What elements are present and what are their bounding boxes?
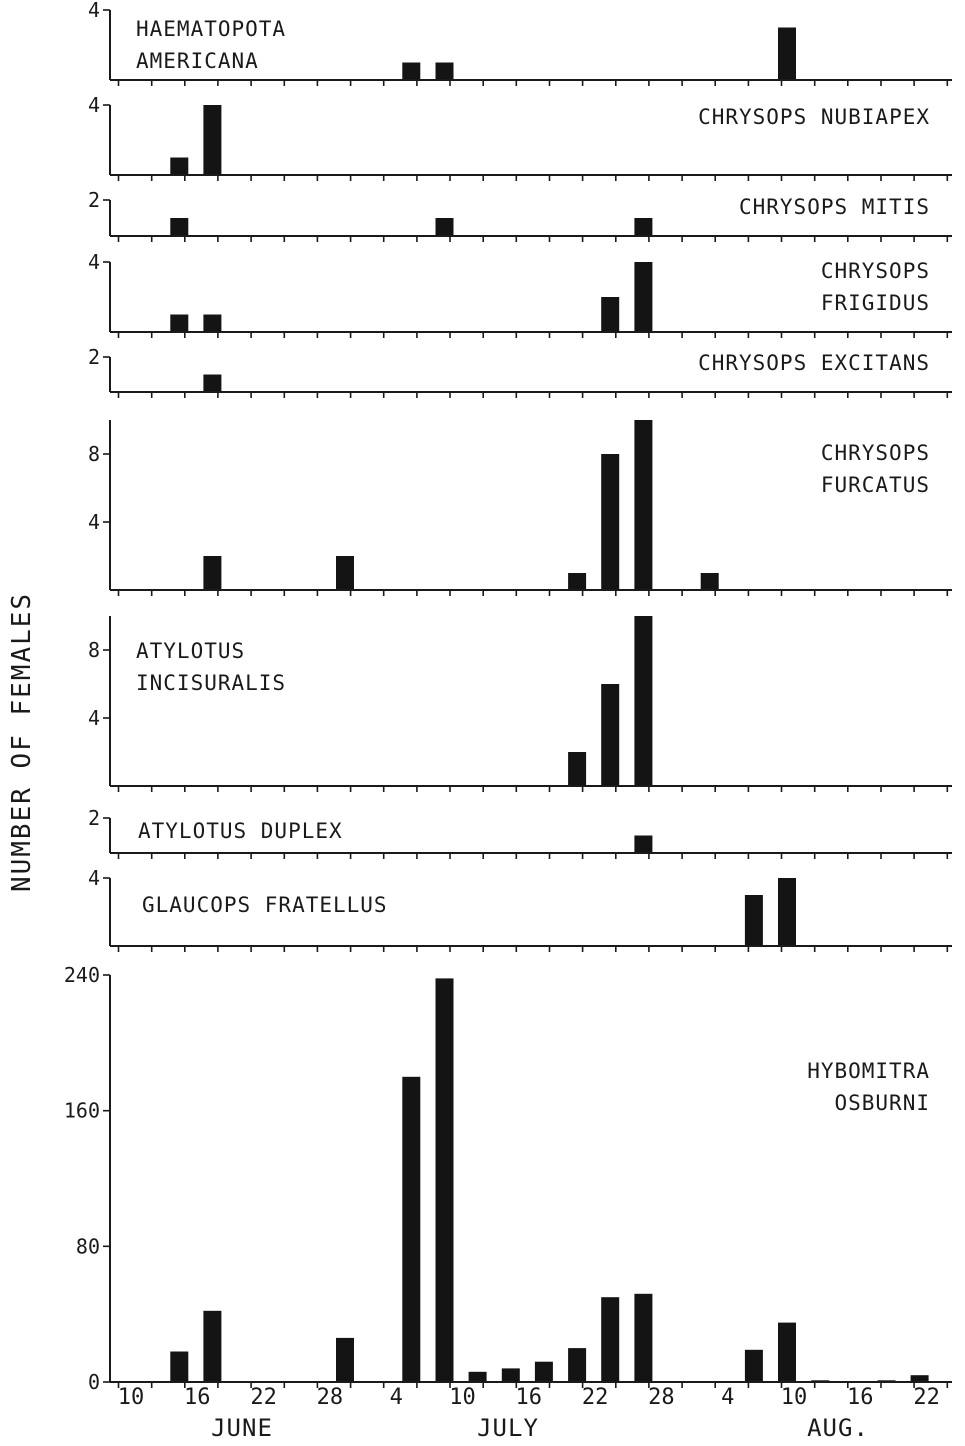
bar-10-1	[170, 1351, 189, 1382]
bar-10-6	[468, 1371, 487, 1382]
x-tick-label: 16	[516, 1385, 543, 1410]
species-label-line: GLAUCOPS FRATELLUS	[142, 893, 388, 917]
panel-2: 4 CHRYSOPS NUBIAPEX	[88, 93, 952, 181]
month-label-july: JULY	[477, 1414, 539, 1442]
bar-7-1	[568, 752, 587, 786]
panel-5: 2 CHRYSOPS EXCITANS	[88, 345, 952, 398]
bar-6-1	[203, 556, 222, 590]
y-tick-label: 4	[88, 866, 100, 890]
species-label-line: HYBOMITRA	[807, 1059, 930, 1083]
bar-4-2	[203, 314, 222, 332]
y-tick-label: 240	[64, 963, 100, 987]
y-tick-label: 4	[88, 0, 100, 22]
y-tick-label: 4	[88, 510, 100, 534]
panel-3: 2 CHRYSOPS MITIS	[88, 188, 952, 242]
bar-4-1	[170, 314, 189, 332]
species-label-line: INCISURALIS	[136, 671, 286, 695]
y-tick-label: 80	[76, 1234, 100, 1258]
bar-7-3	[634, 616, 653, 786]
bar-10-8	[534, 1361, 553, 1382]
bar-6-3	[568, 573, 587, 590]
species-label-line: CHRYSOPS MITIS	[739, 195, 930, 219]
bar-6-4	[601, 454, 620, 590]
bar-3-2	[435, 218, 454, 236]
bar-10-5	[435, 978, 454, 1382]
y-tick-label: 2	[88, 188, 100, 212]
x-tick-labels: 10 16 22 28 4 10 16 22 28 4 10 16 22	[118, 1385, 940, 1410]
species-label-line: OSBURNI	[834, 1091, 930, 1115]
x-tick-label: 4	[390, 1385, 403, 1410]
month-label-aug: AUG.	[807, 1414, 869, 1442]
x-tick-label: 22	[250, 1385, 277, 1410]
bar-4-4	[634, 262, 653, 332]
y-tick-label: 0	[88, 1370, 100, 1394]
month-label-june: JUNE	[211, 1414, 273, 1442]
bar-10-3	[336, 1337, 354, 1382]
species-label-line: ATYLOTUS	[136, 639, 245, 663]
panel-4: 4 CHRYSOPS FRIGIDUS	[88, 250, 952, 338]
x-tick-label: 22	[913, 1385, 940, 1410]
bar-10-9	[568, 1348, 587, 1382]
species-label-line: CHRYSOPS EXCITANS	[698, 351, 930, 375]
bar-10-7	[501, 1368, 520, 1382]
y-axis-label: NUMBER OF FEMALES	[7, 592, 37, 892]
bar-10-13	[778, 1322, 796, 1382]
x-tick-label: 16	[847, 1385, 874, 1410]
species-label-line: CHRYSOPS	[821, 259, 930, 283]
species-label-line: AMERICANA	[136, 49, 259, 73]
x-tick-label: 16	[184, 1385, 211, 1410]
bar-9-1	[744, 895, 763, 946]
x-tick-label: 28	[317, 1385, 344, 1410]
y-tick-label: 8	[88, 442, 100, 466]
bar-1-3	[778, 27, 796, 80]
species-label-line: HAEMATOPOTA	[136, 17, 286, 41]
species-label-line: ATYLOTUS DUPLEX	[138, 819, 343, 843]
bar-6-5	[634, 420, 653, 590]
bar-10-2	[203, 1310, 222, 1382]
bar-7-2	[601, 684, 620, 786]
species-panels: 4 HAEMATOPOTA AMERICANA 4 CHRYSOPS NUBIAPEX 2…	[64, 0, 952, 1394]
bar-2-1	[170, 157, 189, 175]
bar-2-2	[203, 105, 222, 175]
bar-10-10	[601, 1297, 620, 1382]
bar-4-3	[601, 297, 620, 332]
bar-6-6	[700, 573, 719, 590]
y-tick-label: 4	[88, 706, 100, 730]
bar-10-16	[910, 1375, 929, 1382]
bar-6-2	[336, 556, 354, 590]
bar-10-12	[744, 1349, 763, 1382]
panel-10: 240 160 80 0 HYBOMITRA OSBURNI	[64, 963, 952, 1394]
y-tick-label: 4	[88, 93, 100, 117]
bar-10-4	[402, 1076, 421, 1383]
x-tick-label: 10	[781, 1385, 808, 1410]
panel-1: 4 HAEMATOPOTA AMERICANA	[88, 0, 952, 86]
x-tick-label: 4	[721, 1385, 734, 1410]
y-tick-label: 4	[88, 250, 100, 274]
panel-7: 8 4 ATYLOTUS INCISURALIS	[88, 616, 952, 792]
panel-8: 2 ATYLOTUS DUPLEX	[88, 806, 952, 859]
bar-3-1	[170, 218, 189, 236]
bar-1-1	[402, 62, 421, 80]
bar-3-3	[634, 218, 653, 236]
x-tick-label: 28	[648, 1385, 675, 1410]
bar-8-1	[634, 835, 653, 853]
bar-10-11	[634, 1293, 653, 1382]
y-tick-label: 8	[88, 638, 100, 662]
y-tick-label: 160	[64, 1099, 100, 1123]
x-tick-label: 22	[582, 1385, 609, 1410]
bar-1-2	[435, 62, 454, 80]
panel-6: 8 4 CHRYSOPS FURCATUS	[88, 420, 952, 596]
bar-9-2	[778, 878, 796, 946]
species-label-line: FURCATUS	[821, 473, 930, 497]
x-tick-label: 10	[118, 1385, 145, 1410]
species-label-line: CHRYSOPS	[821, 441, 930, 465]
species-label-line: CHRYSOPS NUBIAPEX	[698, 105, 930, 129]
x-tick-label: 10	[449, 1385, 476, 1410]
y-tick-label: 2	[88, 806, 100, 830]
bar-5-1	[203, 374, 222, 392]
panel-9: 4 GLAUCOPS FRATELLUS	[88, 866, 952, 952]
y-tick-label: 2	[88, 345, 100, 369]
species-label-line: FRIGIDUS	[821, 291, 930, 315]
